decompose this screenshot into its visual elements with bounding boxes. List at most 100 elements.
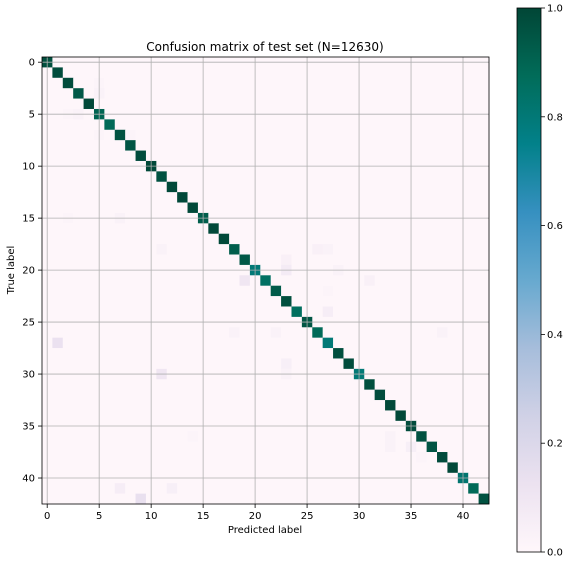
- heatmap-cell: [52, 358, 64, 370]
- heatmap-cell: [322, 150, 334, 162]
- heatmap-cell: [364, 410, 375, 422]
- heatmap-cell: [478, 379, 490, 390]
- heatmap-cell: [395, 431, 407, 442]
- heatmap-cell: [270, 233, 282, 245]
- heatmap-cell: [437, 358, 448, 370]
- y-tick-label: 20: [22, 266, 35, 277]
- heatmap-cell: [177, 296, 188, 307]
- heatmap-cell: [291, 275, 303, 286]
- heatmap-cell: [218, 67, 230, 79]
- heatmap-cell: [125, 348, 136, 359]
- heatmap-cell: [281, 358, 292, 370]
- heatmap-cell: [468, 140, 479, 151]
- heatmap-cell: [322, 431, 334, 442]
- heatmap-cell: [218, 275, 230, 286]
- heatmap-cell: [374, 452, 386, 463]
- heatmap-cell: [208, 67, 220, 79]
- heatmap-cell: [166, 337, 178, 349]
- heatmap-cell: [364, 233, 375, 245]
- heatmap-cell: [187, 254, 199, 266]
- heatmap-cell: [426, 431, 438, 442]
- heatmap-cell: [125, 400, 136, 411]
- y-axis-label: True label: [6, 246, 17, 296]
- heatmap-cell: [437, 150, 448, 162]
- heatmap-cell: [187, 296, 199, 307]
- heatmap-cell: [229, 327, 240, 338]
- heatmap-cell: [385, 337, 396, 349]
- heatmap-cell: [135, 337, 147, 349]
- heatmap-cell: [291, 171, 303, 183]
- heatmap-cell: [291, 337, 303, 349]
- heatmap-cell: [239, 327, 251, 338]
- heatmap-cell: [260, 181, 271, 193]
- heatmap-cell: [437, 254, 448, 266]
- heatmap-cell: [239, 181, 251, 193]
- heatmap-cell: [114, 181, 126, 193]
- heatmap-cell: [73, 202, 84, 214]
- heatmap-cell: [395, 306, 407, 318]
- heatmap-cell: [114, 140, 126, 151]
- heatmap-cell: [437, 296, 448, 307]
- heatmap-cell: [395, 181, 407, 193]
- heatmap-cell: [166, 150, 178, 162]
- heatmap-cell: [260, 285, 271, 297]
- heatmap-cell: [156, 77, 168, 89]
- heatmap-cell: [343, 441, 355, 453]
- heatmap-cell: [239, 483, 251, 494]
- heatmap-cell: [73, 296, 84, 307]
- heatmap-cell: [333, 285, 344, 297]
- heatmap-cell: [364, 192, 375, 203]
- heatmap-cell: [187, 171, 199, 183]
- heatmap-cell: [333, 129, 344, 141]
- heatmap-cell: [281, 77, 292, 89]
- heatmap-cell: [218, 223, 230, 235]
- heatmap-cell: [187, 119, 199, 131]
- heatmap-cell: [478, 462, 490, 474]
- heatmap-cell: [229, 431, 240, 442]
- heatmap-cell: [426, 171, 438, 183]
- heatmap-cell: [260, 150, 271, 162]
- heatmap-cell: [208, 431, 220, 442]
- heatmap-cell: [395, 337, 407, 349]
- heatmap-cell: [218, 483, 230, 494]
- heatmap-cell: [468, 67, 479, 79]
- heatmap-cell: [291, 327, 303, 338]
- heatmap-cell: [364, 379, 375, 390]
- heatmap-cell: [395, 140, 407, 151]
- heatmap-cell: [135, 483, 147, 494]
- heatmap-cell: [52, 389, 64, 401]
- heatmap-cell: [177, 119, 188, 131]
- heatmap-cell: [312, 400, 323, 411]
- heatmap-cell: [208, 129, 220, 141]
- heatmap-cell: [333, 98, 344, 110]
- heatmap-cell: [322, 181, 334, 193]
- heatmap-cell: [322, 337, 334, 349]
- heatmap-cell: [333, 410, 344, 422]
- heatmap-cell: [239, 67, 251, 79]
- heatmap-cell: [218, 337, 230, 349]
- heatmap-cell: [437, 244, 448, 255]
- heatmap-cell: [260, 244, 271, 255]
- heatmap-cell: [229, 171, 240, 183]
- heatmap-cell: [478, 337, 490, 349]
- heatmap-cell: [62, 150, 74, 162]
- heatmap-cell: [291, 67, 303, 79]
- heatmap-cell: [478, 275, 490, 286]
- heatmap-cell: [270, 441, 282, 453]
- heatmap-cell: [166, 452, 178, 463]
- heatmap-cell: [385, 452, 396, 463]
- heatmap-cell: [156, 483, 168, 494]
- heatmap-cell: [270, 358, 282, 370]
- heatmap-cell: [478, 306, 490, 318]
- heatmap-cell: [270, 400, 282, 411]
- heatmap-cell: [374, 285, 386, 297]
- heatmap-cell: [478, 140, 490, 151]
- heatmap-cell: [281, 129, 292, 141]
- heatmap-cell: [437, 202, 448, 214]
- heatmap-cell: [177, 150, 188, 162]
- heatmap-cell: [125, 150, 136, 162]
- heatmap-cell: [468, 400, 479, 411]
- heatmap-cell: [125, 306, 136, 318]
- heatmap-cell: [343, 98, 355, 110]
- heatmap-cell: [478, 67, 490, 79]
